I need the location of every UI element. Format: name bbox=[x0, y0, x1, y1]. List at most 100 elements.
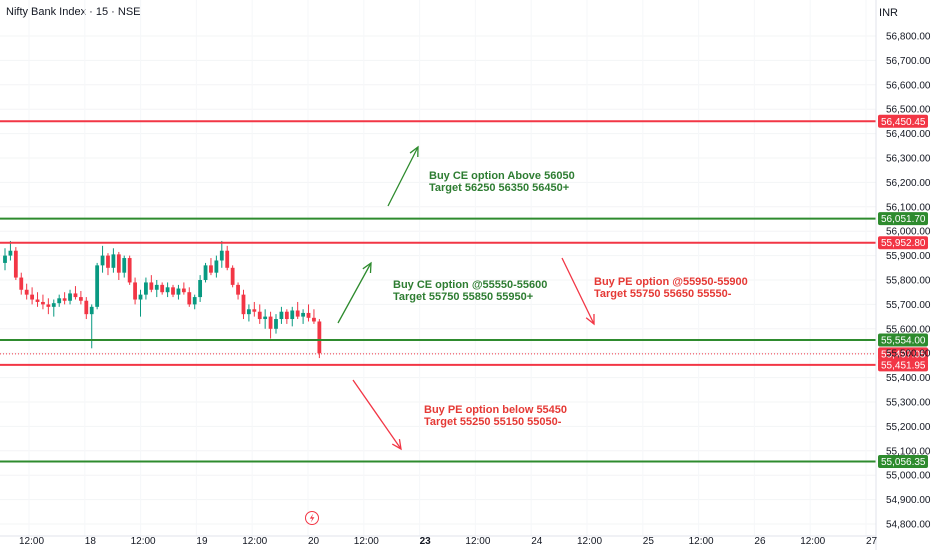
arrows bbox=[337, 145, 595, 451]
candle-body bbox=[133, 282, 137, 300]
y-tick-label: 55,700.00 bbox=[886, 300, 931, 311]
annotation-text: Buy CE option Above 56050 bbox=[429, 170, 575, 182]
candle-body bbox=[241, 294, 246, 315]
y-tick-label: 56,200.00 bbox=[886, 178, 931, 189]
candle-body bbox=[24, 289, 29, 295]
candle-body bbox=[176, 288, 181, 295]
candle-body bbox=[236, 284, 240, 295]
currency-label[interactable]: INR bbox=[879, 7, 898, 19]
candle-body bbox=[30, 294, 34, 300]
candle-body bbox=[62, 298, 67, 301]
current-price-label: 55,497.05 bbox=[881, 349, 926, 360]
candle-body bbox=[247, 309, 251, 315]
y-tick-label: 55,200.00 bbox=[886, 422, 931, 433]
candle-body bbox=[73, 293, 78, 298]
candle-body bbox=[279, 311, 284, 320]
y-tick-label: 56,700.00 bbox=[886, 56, 931, 67]
candle-body bbox=[144, 282, 148, 295]
candle-body bbox=[230, 267, 235, 285]
level-price-tag bbox=[878, 454, 928, 468]
arrow-head bbox=[391, 439, 402, 451]
candle-body bbox=[171, 287, 175, 295]
candle-body bbox=[78, 297, 83, 301]
level-price-label: 55,451.95 bbox=[881, 360, 926, 371]
candle-body bbox=[306, 312, 311, 318]
annotation-text: Target 55250 55150 55050- bbox=[424, 416, 562, 428]
y-tick-label: 56,300.00 bbox=[886, 154, 931, 165]
arrow-shaft bbox=[337, 262, 372, 324]
y-tick-label: 55,600.00 bbox=[886, 324, 931, 335]
level-price-label: 55,056.35 bbox=[881, 457, 926, 468]
candle-body bbox=[13, 250, 18, 278]
candle-body bbox=[192, 297, 197, 305]
candle-body bbox=[214, 260, 219, 273]
annotation-text: Buy PE option below 55450 bbox=[424, 404, 567, 416]
x-tick-label: 12:00 bbox=[577, 536, 602, 547]
candle-body bbox=[290, 310, 295, 320]
level-price-label: 55,554.00 bbox=[881, 336, 926, 347]
y-tick-label: 55,100.00 bbox=[886, 446, 931, 457]
arrow-shaft bbox=[561, 257, 595, 325]
annotation-text: Target 55750 55650 55550- bbox=[594, 288, 732, 300]
level-price-tag bbox=[878, 212, 928, 226]
candle-body bbox=[301, 312, 305, 317]
candle-body bbox=[257, 311, 262, 320]
x-tick-label: 25 bbox=[643, 536, 655, 547]
candle-body bbox=[19, 277, 24, 290]
candle-body bbox=[89, 306, 94, 315]
level-price-tag bbox=[878, 114, 928, 128]
y-tick-label: 56,000.00 bbox=[886, 227, 931, 238]
current-price-tag bbox=[878, 347, 928, 361]
level-price-tag bbox=[878, 236, 928, 250]
candle-body bbox=[95, 265, 100, 307]
arrow-head bbox=[362, 261, 372, 274]
time-axis: 12:00 18 12:00 19 12:00 20 12:00 23 12:00 24 12:00… bbox=[0, 535, 878, 547]
candle-body bbox=[84, 300, 89, 315]
x-tick-label: 12:00 bbox=[354, 536, 379, 547]
x-tick-label: 12:00 bbox=[242, 536, 267, 547]
y-tick-label: 56,100.00 bbox=[886, 202, 931, 213]
candle-body bbox=[154, 284, 159, 290]
candle-body bbox=[209, 265, 213, 273]
candle-body bbox=[187, 292, 192, 305]
x-tick-label: 19 bbox=[196, 536, 208, 547]
candle-body bbox=[219, 250, 224, 261]
candles bbox=[3, 240, 322, 359]
chart-title: Nifty Bank Index · 15 · NSE bbox=[6, 6, 141, 18]
arrow-head bbox=[585, 313, 595, 326]
candle-body bbox=[225, 250, 230, 268]
lightning-icon[interactable] bbox=[305, 511, 319, 525]
level-price-label: 56,450.45 bbox=[881, 117, 926, 128]
annotation-text: Target 55750 55850 55950+ bbox=[393, 291, 533, 303]
x-tick-label: 18 bbox=[85, 536, 97, 547]
level-price-tag bbox=[878, 333, 928, 347]
arrow-shaft bbox=[352, 379, 402, 450]
candle-body bbox=[263, 316, 268, 320]
candle-body bbox=[35, 299, 40, 302]
price-axis: 54,800.00 54,900.00 55,000.00 55,100.00 55,2… bbox=[875, 0, 931, 550]
candle-body bbox=[160, 284, 165, 293]
candle-body bbox=[51, 303, 56, 307]
candle-body bbox=[295, 310, 300, 317]
y-tick-label: 56,600.00 bbox=[886, 80, 931, 91]
arrow-shaft bbox=[387, 146, 419, 207]
x-tick-label: 12:00 bbox=[800, 536, 825, 547]
candle-body bbox=[122, 258, 127, 273]
candle-body bbox=[41, 301, 45, 305]
level-price-label: 56,051.70 bbox=[881, 214, 926, 225]
candle-body bbox=[252, 309, 257, 312]
candle-body bbox=[268, 316, 273, 329]
candle-body bbox=[57, 298, 62, 304]
candle-body bbox=[8, 250, 13, 256]
candle-body bbox=[149, 282, 154, 290]
candle-body bbox=[3, 255, 7, 263]
y-tick-label: 56,400.00 bbox=[886, 129, 931, 140]
y-tick-label: 54,900.00 bbox=[886, 495, 931, 506]
x-tick-label: 12:00 bbox=[689, 536, 714, 547]
x-tick-label: 20 bbox=[308, 536, 320, 547]
y-tick-label: 55,300.00 bbox=[886, 398, 931, 409]
candle-body bbox=[138, 294, 143, 300]
x-tick-label: 24 bbox=[531, 536, 543, 547]
